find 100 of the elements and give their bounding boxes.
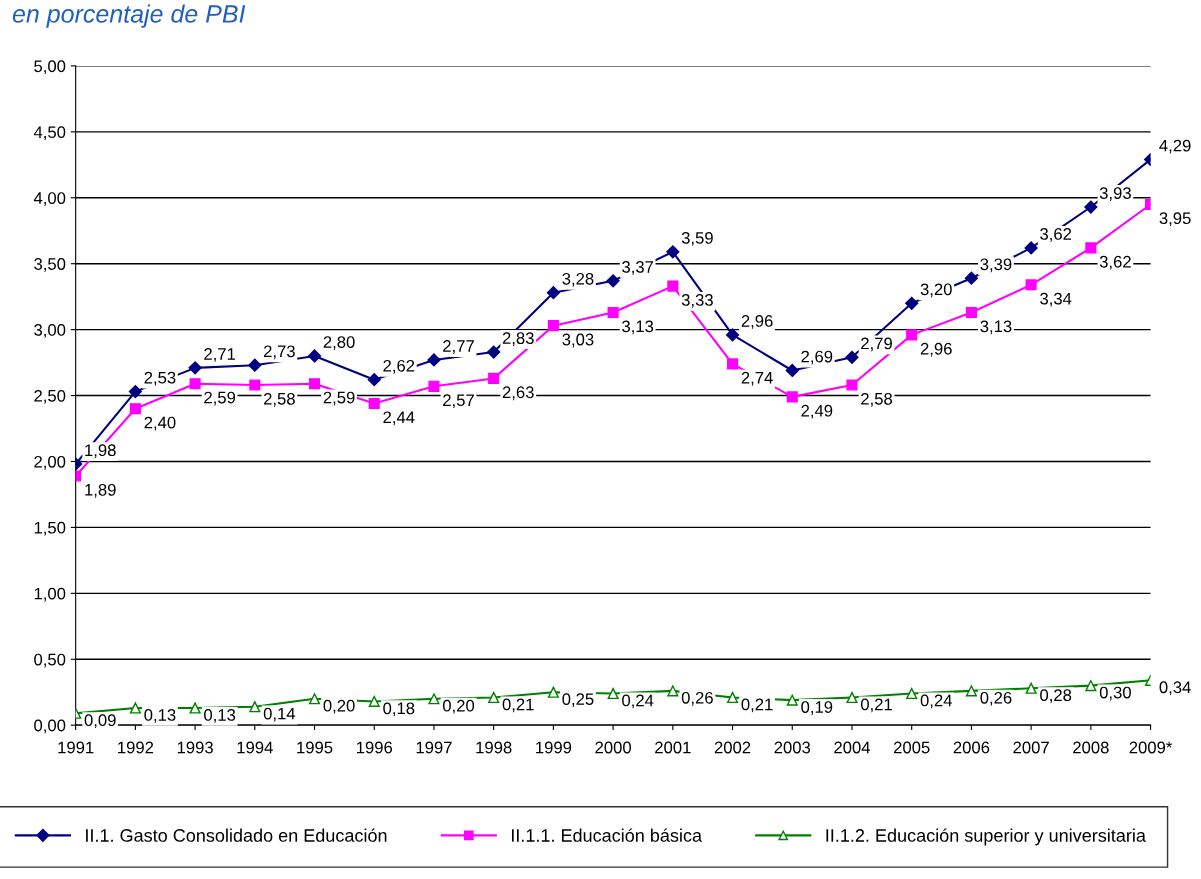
data-label: 2,59 <box>204 391 236 406</box>
y-tick-label: 2,00 <box>34 455 66 470</box>
data-label: 3,34 <box>1040 292 1072 307</box>
data-label: 0,13 <box>204 709 236 723</box>
data-label: 1,98 <box>85 444 116 459</box>
data-label: 0,25 <box>562 693 594 707</box>
point <box>488 691 500 704</box>
data-label: 2,80 <box>323 336 355 350</box>
data-label: 2,53 <box>144 371 176 386</box>
x-tick-label: 1993 <box>177 741 213 754</box>
point <box>547 686 559 698</box>
y-tick-label: 4,50 <box>33 126 66 141</box>
y-tick-label: 0,00 <box>34 719 66 734</box>
x-tick-label: 1999 <box>536 741 572 754</box>
point <box>964 271 978 285</box>
data-label: 0,26 <box>980 691 1012 706</box>
x-tick-label: 1992 <box>118 741 154 754</box>
data-label: 0,34 <box>1159 681 1191 696</box>
data-label: 1,89 <box>85 483 116 498</box>
point <box>607 306 619 319</box>
point <box>725 328 740 342</box>
data-label: 0,21 <box>741 698 773 713</box>
point <box>547 320 559 332</box>
data-label: 3,93 <box>1099 187 1131 201</box>
point <box>846 691 858 704</box>
point <box>368 397 380 410</box>
data-label: 2,62 <box>383 359 415 374</box>
point <box>1025 279 1037 291</box>
point <box>367 373 381 387</box>
point <box>785 363 799 378</box>
x-tick-label: 2002 <box>714 741 751 754</box>
point <box>129 403 141 415</box>
point <box>189 702 201 714</box>
data-label: 3,62 <box>1040 228 1072 242</box>
data-label: 0,18 <box>383 702 415 717</box>
data-label: 2,83 <box>502 332 534 346</box>
legend-label: II.1.1. Educación básica <box>511 828 703 842</box>
x-tick-label: 1998 <box>476 741 512 754</box>
data-label: 2,96 <box>920 342 952 357</box>
point <box>249 701 261 713</box>
data-label: 0,20 <box>442 699 475 714</box>
data-label: 2,63 <box>502 386 534 401</box>
point <box>786 694 798 706</box>
data-label: 3,13 <box>980 320 1012 335</box>
x-tick-label: 1995 <box>297 741 333 754</box>
point <box>906 329 918 341</box>
point <box>428 380 440 392</box>
data-label: 0,21 <box>860 698 892 713</box>
data-label: 2,79 <box>861 337 892 352</box>
data-label: 3,20 <box>920 283 952 298</box>
data-label: 3,62 <box>1099 255 1131 270</box>
point <box>129 702 141 714</box>
point <box>308 693 321 705</box>
data-label: 0,14 <box>263 707 296 722</box>
x-tick-label: 1997 <box>416 741 452 754</box>
point <box>846 379 858 391</box>
point <box>487 345 501 359</box>
legend-label: II.1.2. Educación superior y universitaria <box>826 828 1146 846</box>
data-label: 3,37 <box>622 261 654 275</box>
x-tick-label: 2001 <box>655 741 691 754</box>
x-tick-label: 2007 <box>1013 741 1049 754</box>
data-label: 2,74 <box>741 371 773 386</box>
point <box>1025 682 1037 694</box>
x-tick-label: 2004 <box>834 741 871 754</box>
chart-title: en porcentaje de PBI <box>12 4 246 28</box>
y-tick-label: 3,50 <box>34 258 66 272</box>
data-label: 2,59 <box>323 391 355 406</box>
point <box>845 350 859 364</box>
point <box>666 245 680 259</box>
data-label: 3,13 <box>622 320 654 335</box>
data-label: 0,24 <box>622 694 654 709</box>
y-tick-label: 0,50 <box>34 653 66 668</box>
data-label: 0,24 <box>920 694 952 709</box>
y-tick-label: 2,50 <box>34 389 66 404</box>
data-label: 2,96 <box>741 315 773 329</box>
x-tick-label: 1996 <box>356 741 393 754</box>
point <box>786 391 798 403</box>
data-label: 3,33 <box>681 294 713 308</box>
point <box>726 691 739 704</box>
point <box>249 379 261 391</box>
data-label: 2,40 <box>144 416 176 431</box>
data-label: 0,30 <box>1099 686 1131 701</box>
point <box>965 306 977 319</box>
point <box>308 378 321 390</box>
data-label: 0,20 <box>323 699 355 714</box>
x-tick-label: 2009* <box>1129 741 1173 754</box>
data-label: 3,95 <box>1159 212 1191 227</box>
point <box>965 685 977 697</box>
data-label: 3,03 <box>562 333 594 348</box>
x-tick-label: 1994 <box>237 741 273 754</box>
data-label: 2,69 <box>801 350 833 365</box>
x-tick-label: 2000 <box>595 741 631 754</box>
y-tick-label: 1,50 <box>34 521 66 536</box>
point <box>307 349 322 363</box>
point <box>606 274 620 288</box>
point <box>1084 200 1098 214</box>
data-label: 2,77 <box>443 340 474 354</box>
data-label: 3,39 <box>980 258 1012 273</box>
point <box>726 358 739 370</box>
point <box>667 685 679 697</box>
